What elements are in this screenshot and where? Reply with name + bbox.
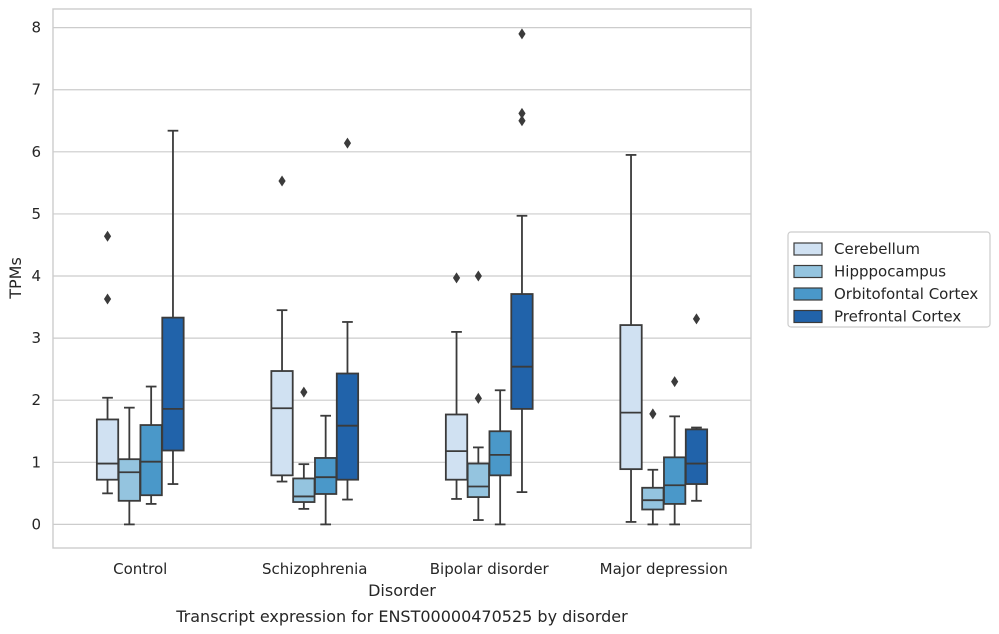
legend-swatch-0 <box>793 242 823 256</box>
box-3-2 <box>510 28 534 494</box>
box-body <box>292 477 316 503</box>
box-body <box>139 424 163 497</box>
legend-swatch-1 <box>793 264 823 279</box>
y-tick-label-7: 7 <box>31 81 41 99</box>
y-tick-label-5: 5 <box>31 205 41 223</box>
box-body <box>161 316 185 452</box>
flier-2 <box>518 28 526 40</box>
x-tick-label-2: Bipolar disorder <box>430 560 550 578</box>
y-axis-label: TPMs <box>6 257 25 300</box>
box-body <box>335 372 360 481</box>
box-body <box>444 413 469 481</box>
flier-0 <box>103 293 112 305</box>
x-tick-label-1: Schizophrenia <box>262 560 367 578</box>
legend-label-0: Cerebellum <box>834 240 920 258</box>
box-body <box>684 428 709 485</box>
box-body <box>466 462 490 498</box>
chart-caption: Transcript expression for ENST0000047052… <box>175 607 628 626</box>
box-body <box>641 486 665 511</box>
box-2-1 <box>314 414 338 526</box>
flier-0 <box>343 137 352 149</box>
box-2-0 <box>139 385 163 505</box>
x-axis-label: Disorder <box>368 581 436 600</box>
y-tick-label-8: 8 <box>31 19 41 37</box>
y-tick-label-3: 3 <box>31 329 41 347</box>
y-tick-label-0: 0 <box>31 515 41 533</box>
x-tick-label-3: Major depression <box>600 560 728 578</box>
legend: Cerebellum Hipppocampus Orbitofontal Corte… <box>787 231 991 328</box>
box-0-1 <box>270 175 294 483</box>
flier-0 <box>300 386 308 398</box>
flier-0 <box>474 392 482 404</box>
flier-1 <box>103 230 112 242</box>
flier-0 <box>671 376 679 388</box>
plot-frame <box>52 8 752 549</box>
box-0-3 <box>619 154 643 523</box>
box-2-2 <box>488 389 512 526</box>
box-body <box>619 324 643 471</box>
box-body <box>510 293 534 410</box>
box-body <box>270 370 294 477</box>
legend-swatch-3 <box>793 309 823 324</box>
box-3-0 <box>161 129 185 485</box>
flier-1 <box>474 270 482 282</box>
box-body <box>95 418 120 481</box>
box-1-2 <box>466 270 490 521</box>
box-layer <box>95 28 709 526</box>
y-tick-label-2: 2 <box>31 391 41 409</box>
box-0-2 <box>444 272 469 500</box>
flier-0 <box>692 313 701 325</box>
flier-0 <box>278 175 286 187</box>
legend-swatch-2 <box>793 287 823 301</box>
x-tick-label-0: Control <box>113 560 167 578</box>
box-body <box>488 430 512 477</box>
flier-0 <box>649 408 657 420</box>
box-2-3 <box>663 376 687 526</box>
box-body <box>314 457 338 495</box>
box-3-3 <box>684 313 709 502</box>
box-body <box>117 458 141 502</box>
box-1-0 <box>117 406 141 526</box>
legend-label-2: Orbitofontal Cortex <box>834 285 978 303</box>
flier-0 <box>518 115 526 127</box>
flier-0 <box>452 272 461 284</box>
legend-label-1: Hipppocampus <box>834 263 946 281</box>
box-body <box>663 456 687 505</box>
axis-layer: 0 1 2 3 4 5 6 7 8 Control Schizophrenia Bipolar dis… <box>31 8 752 578</box>
y-tick-label-1: 1 <box>31 453 41 471</box>
box-0-0 <box>95 230 120 495</box>
legend-label-3: Prefrontal Cortex <box>834 308 961 326</box>
box-3-1 <box>335 137 360 501</box>
box-1-3 <box>641 408 665 526</box>
flier-1 <box>518 107 526 119</box>
y-tick-label-4: 4 <box>31 267 41 285</box>
y-tick-label-6: 6 <box>31 143 41 161</box>
legend-frame <box>787 231 991 328</box>
box-1-1 <box>292 386 316 510</box>
